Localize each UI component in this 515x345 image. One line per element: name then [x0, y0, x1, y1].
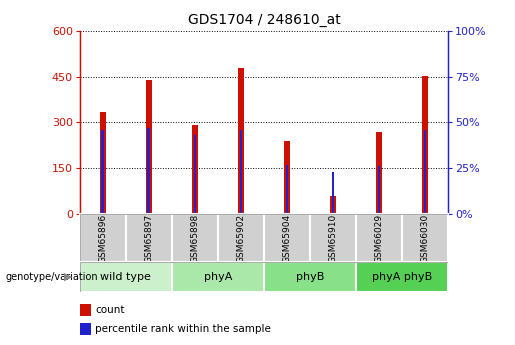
Bar — [422, 76, 428, 214]
Bar — [310, 214, 356, 262]
Bar — [264, 262, 356, 292]
Text: GSM65897: GSM65897 — [144, 214, 153, 263]
Text: GSM65898: GSM65898 — [191, 214, 199, 263]
Bar — [172, 214, 218, 262]
Bar — [286, 165, 288, 214]
Bar — [101, 130, 104, 214]
Bar — [330, 196, 336, 214]
Text: ▶: ▶ — [63, 272, 72, 282]
Bar — [356, 262, 448, 292]
Bar — [264, 214, 310, 262]
Text: GSM65910: GSM65910 — [329, 214, 337, 263]
Bar — [239, 130, 242, 214]
Bar — [147, 128, 150, 214]
Bar — [172, 262, 264, 292]
Text: percentile rank within the sample: percentile rank within the sample — [95, 324, 271, 334]
Bar — [377, 166, 381, 214]
Bar — [284, 141, 290, 214]
Text: phyA phyB: phyA phyB — [372, 272, 432, 282]
Bar — [424, 130, 426, 214]
Title: GDS1704 / 248610_at: GDS1704 / 248610_at — [187, 13, 340, 27]
Text: GSM65904: GSM65904 — [282, 214, 291, 263]
Text: wild type: wild type — [100, 272, 151, 282]
Bar — [80, 262, 172, 292]
Bar — [146, 80, 151, 214]
Text: phyA: phyA — [204, 272, 232, 282]
Text: GSM65896: GSM65896 — [98, 214, 107, 263]
Bar — [218, 214, 264, 262]
Text: GSM66029: GSM66029 — [374, 214, 384, 263]
Bar — [194, 135, 196, 214]
Bar — [376, 132, 382, 214]
Bar — [192, 125, 198, 214]
Text: GSM66030: GSM66030 — [421, 214, 430, 263]
Text: GSM65902: GSM65902 — [236, 214, 246, 263]
Bar — [332, 172, 334, 214]
Bar — [100, 112, 106, 214]
Text: phyB: phyB — [296, 272, 324, 282]
Bar — [356, 214, 402, 262]
Bar — [80, 214, 126, 262]
Text: genotype/variation: genotype/variation — [5, 272, 98, 282]
Bar — [402, 214, 448, 262]
Text: count: count — [95, 305, 125, 315]
Bar — [238, 68, 244, 214]
Bar — [126, 214, 172, 262]
